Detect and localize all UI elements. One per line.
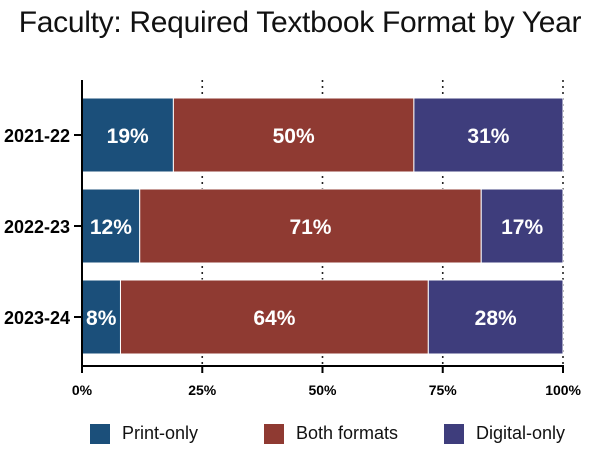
data-label-digital-only-2022-23: 17% xyxy=(501,216,543,239)
legend-item-print-only: Print-only xyxy=(90,423,198,444)
y-tick-label-2023-24: 2023-24 xyxy=(4,308,70,328)
data-label-digital-only-2021-22: 31% xyxy=(467,125,509,148)
y-tick-label-2022-23: 2022-23 xyxy=(4,217,70,237)
y-tick-label-2021-22: 2021-22 xyxy=(4,126,70,146)
x-tick-label-25: 25% xyxy=(188,382,217,398)
legend-swatch-both-formats xyxy=(264,423,284,444)
legend-swatch-print-only xyxy=(90,423,110,444)
bar-both-formats-2021-22 xyxy=(172,97,415,173)
bar-digital-only-2021-22 xyxy=(413,97,564,173)
bar-digital-only-2022-23 xyxy=(480,188,564,264)
data-label-digital-only-2023-24: 28% xyxy=(475,307,517,330)
data-label-print-only-2021-22: 19% xyxy=(107,125,149,148)
x-tick-label-100: 100% xyxy=(545,382,581,398)
legend-label-print-only: Print-only xyxy=(122,423,199,443)
bar-both-formats-2022-23 xyxy=(139,188,482,264)
data-label-both-formats-2021-22: 50% xyxy=(273,125,315,148)
legend-label-both-formats: Both formats xyxy=(296,423,399,443)
bar-print-only-2021-22 xyxy=(81,97,174,173)
chart-title: Faculty: Required Textbook Format by Yea… xyxy=(18,6,582,39)
bar-print-only-2023-24 xyxy=(81,279,121,355)
x-tick-label-50: 50% xyxy=(308,382,337,398)
stacked-bar-chart: 19% 50% 31% 2021-22 12% 71% 17% 2022-23 8% 64% 28%… xyxy=(4,80,582,398)
legend-swatch-digital-only xyxy=(444,423,464,444)
legend-label-digital-only: Digital-only xyxy=(476,423,566,443)
x-tick-label-0: 0% xyxy=(72,382,93,398)
data-label-both-formats-2023-24: 64% xyxy=(253,307,295,330)
bar-digital-only-2023-24 xyxy=(427,279,564,355)
data-label-both-formats-2022-23: 71% xyxy=(289,216,331,239)
legend-item-digital-only: Digital-only xyxy=(444,423,565,444)
data-label-print-only-2023-24: 8% xyxy=(86,307,117,330)
legend-item-both-formats: Both formats xyxy=(264,423,398,444)
x-tick-label-75: 75% xyxy=(429,382,458,398)
chart-legend: Print-only Both formats Digital-only xyxy=(0,423,600,447)
data-label-print-only-2022-23: 12% xyxy=(90,216,132,239)
